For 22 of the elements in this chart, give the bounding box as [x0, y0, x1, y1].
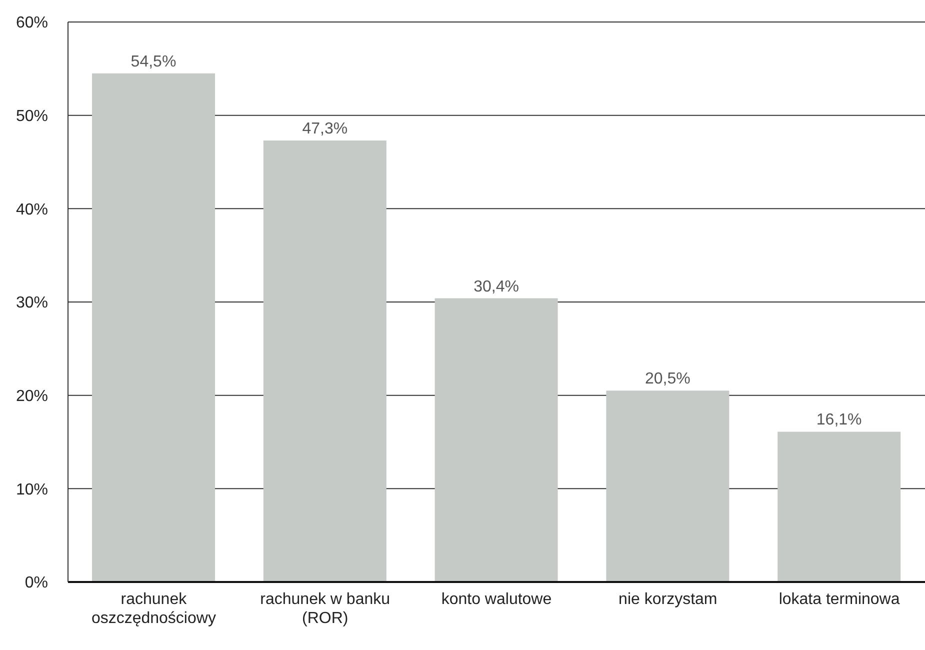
- y-tick-label: 10%: [16, 481, 48, 498]
- data-label: 54,5%: [130, 53, 176, 70]
- y-tick-label: 20%: [16, 388, 48, 406]
- bar: [434, 298, 558, 582]
- x-tick-label: lokata terminowa: [778, 591, 900, 608]
- data-label: 16,1%: [816, 412, 862, 429]
- x-tick-label: konto walutowe: [441, 591, 552, 608]
- x-tick-label: rachunek oszczędnościowy: [91, 591, 216, 627]
- y-tick-label: 0%: [24, 574, 48, 592]
- bar: [778, 432, 901, 582]
- y-tick-label: 60%: [16, 14, 48, 32]
- data-label: 47,3%: [302, 120, 348, 138]
- bar: [92, 73, 215, 582]
- bar: [606, 390, 730, 582]
- y-tick-label: 30%: [16, 294, 48, 312]
- y-tick-label: 50%: [16, 108, 48, 126]
- data-label: 20,5%: [645, 370, 690, 388]
- bar: [263, 140, 386, 582]
- x-tick-label: nie korzystam: [618, 591, 718, 608]
- y-tick-label: 40%: [16, 201, 48, 218]
- data-label: 30,4%: [474, 278, 519, 296]
- x-tick-label: rachunek w banku (ROR): [260, 591, 390, 627]
